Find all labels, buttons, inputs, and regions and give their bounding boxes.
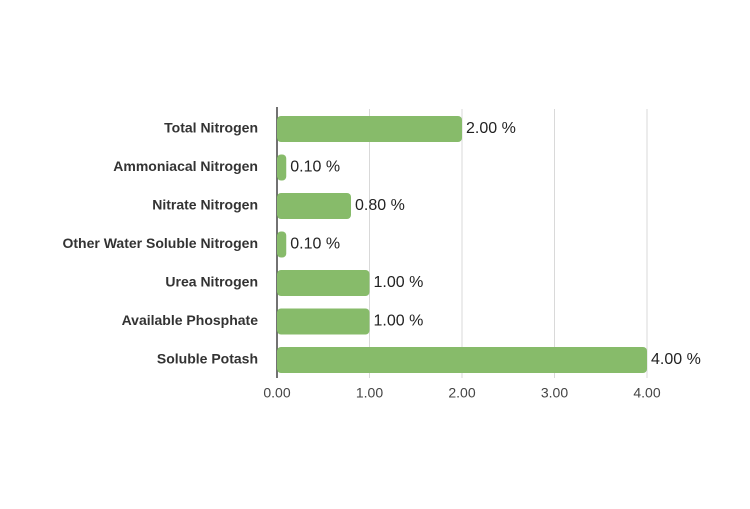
category-label: Total Nitrogen (164, 120, 258, 136)
category-label: Other Water Soluble Nitrogen (63, 235, 259, 251)
category-label: Nitrate Nitrogen (152, 197, 258, 213)
value-label: 2.00 % (466, 120, 516, 137)
x-tick-label: 1.00 (356, 385, 383, 401)
category-label: Ammoniacal Nitrogen (113, 158, 258, 174)
x-tick-label: 3.00 (541, 385, 568, 401)
value-label: 0.80 % (355, 197, 405, 214)
bar (277, 231, 287, 258)
x-tick-label: 4.00 (633, 385, 660, 401)
bar (277, 154, 287, 181)
bar (277, 308, 370, 335)
bar (277, 270, 370, 296)
value-label: 1.00 % (374, 313, 424, 330)
x-tick-label: 0.00 (263, 385, 290, 401)
value-label: 0.10 % (290, 236, 340, 253)
category-label: Soluble Potash (157, 351, 258, 367)
x-tick-label: 2.00 (448, 385, 475, 401)
category-label: Available Phosphate (122, 312, 259, 328)
value-label: 4.00 % (651, 351, 701, 368)
bar (277, 116, 462, 142)
value-label: 0.10 % (290, 159, 340, 176)
category-label: Urea Nitrogen (165, 274, 258, 290)
bar (277, 193, 351, 219)
value-label: 1.00 % (374, 274, 424, 291)
bar (277, 347, 647, 373)
